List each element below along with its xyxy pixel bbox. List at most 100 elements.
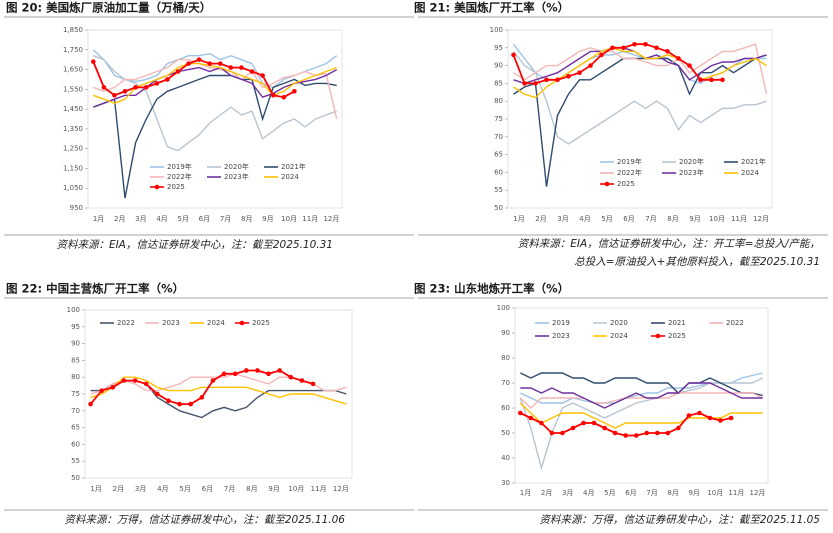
x-tick-label: 12月: [753, 215, 769, 223]
legend-label: 2019: [552, 319, 570, 327]
series-marker: [110, 384, 116, 390]
series-marker: [133, 85, 138, 90]
x-tick-label: 8月: [246, 485, 257, 493]
x-tick-label: 2月: [541, 489, 552, 497]
series-marker: [121, 378, 127, 383]
series-marker: [177, 401, 182, 407]
series-marker: [143, 85, 149, 90]
series-marker: [555, 77, 560, 83]
series-marker: [277, 368, 282, 373]
x-tick-label: 8月: [667, 215, 678, 223]
series-marker: [244, 368, 249, 373]
x-tick-label: 11月: [311, 485, 327, 493]
series-marker: [266, 371, 271, 377]
legend-label: 2021: [668, 319, 686, 327]
y-tick-label: 70: [494, 133, 503, 141]
x-tick-label: 7月: [220, 215, 231, 223]
y-tick-label: 90: [501, 329, 510, 337]
legend-marker: [655, 333, 661, 339]
series-marker: [517, 410, 523, 416]
x-tick-label: 3月: [135, 215, 146, 223]
series-marker: [566, 73, 571, 79]
y-tick-label: 70: [71, 407, 80, 415]
legend-label: 2020: [610, 319, 628, 327]
plot-frame: [87, 29, 343, 209]
series-marker: [707, 415, 713, 421]
series-marker: [281, 94, 287, 100]
plot-frame: [514, 307, 769, 484]
series-marker: [728, 415, 734, 421]
x-tick-label: 6月: [202, 485, 213, 493]
series-marker: [155, 391, 160, 397]
series-line: [519, 377, 764, 471]
series-marker: [143, 381, 149, 387]
legend-label: 2022年: [617, 168, 642, 177]
x-tick-label: 12月: [333, 485, 349, 493]
y-tick-label: 85: [494, 79, 503, 87]
x-tick-label: 1月: [93, 215, 104, 223]
series-line: [93, 59, 338, 120]
y-tick-label: 60: [71, 440, 80, 448]
x-tick-label: 6月: [199, 215, 210, 223]
x-tick-label: 6月: [623, 215, 634, 223]
series-marker: [249, 69, 255, 74]
y-tick-label: 65: [494, 151, 503, 159]
series-marker: [122, 89, 128, 94]
x-tick-label: 7月: [646, 489, 657, 497]
series-marker: [612, 430, 618, 436]
legend-label: 2025: [668, 332, 686, 340]
y-tick-label: 60: [501, 404, 510, 412]
series-marker: [288, 374, 294, 380]
x-tick-label: 6月: [625, 489, 636, 497]
x-tick-label: 2月: [113, 485, 124, 493]
y-tick-label: 40: [501, 454, 510, 462]
x-tick-label: 2月: [535, 215, 546, 223]
legend-label: 2022年: [167, 172, 192, 181]
legend-label: 2024: [610, 332, 628, 340]
series-marker: [581, 420, 586, 426]
legend-label: 2023: [162, 319, 180, 327]
series-marker: [292, 89, 297, 94]
x-tick-label: 3月: [135, 485, 146, 493]
series-marker: [539, 420, 544, 426]
series-marker: [221, 371, 227, 377]
series-line: [519, 402, 763, 429]
series-marker: [665, 430, 671, 436]
x-tick-label: 11月: [302, 215, 318, 223]
series-marker: [260, 73, 265, 78]
series-marker: [186, 61, 191, 66]
series-marker: [654, 45, 659, 51]
y-tick-label: 80: [71, 373, 80, 381]
x-tick-label: 10月: [288, 485, 304, 493]
x-tick-label: 7月: [645, 215, 656, 223]
series-marker: [676, 56, 681, 61]
y-tick-label: 50: [494, 204, 503, 212]
source-note: 总投入=原油投入+其他原料投入，截至2025.10.31: [574, 256, 820, 268]
legend-label: 2021年: [741, 157, 766, 166]
series-line: [93, 62, 337, 104]
x-tick-label: 9月: [689, 215, 700, 223]
y-tick-label: 100: [497, 304, 510, 312]
series-marker: [676, 425, 681, 431]
series-marker: [101, 85, 107, 90]
x-tick-label: 11月: [731, 215, 747, 223]
legend-marker: [239, 320, 245, 326]
x-tick-label: 4月: [156, 215, 167, 223]
series-marker: [132, 378, 138, 383]
series-marker: [560, 430, 565, 436]
legend-label: 2025: [617, 180, 635, 188]
series-marker: [621, 45, 626, 51]
series-marker: [544, 77, 549, 83]
y-tick-label: 85: [71, 356, 80, 364]
series-marker: [591, 420, 597, 426]
x-tick-label: 5月: [178, 215, 189, 223]
y-tick-label: 55: [494, 186, 503, 194]
legend-label: 2023年: [679, 168, 704, 177]
series-marker: [718, 418, 723, 423]
legend-label: 2019年: [167, 162, 192, 171]
series-marker: [270, 92, 276, 98]
y-tick-label: 90: [494, 62, 503, 70]
series-marker: [599, 52, 604, 58]
y-tick-label: 60: [494, 168, 503, 176]
y-tick-label: 1,350: [63, 125, 83, 133]
